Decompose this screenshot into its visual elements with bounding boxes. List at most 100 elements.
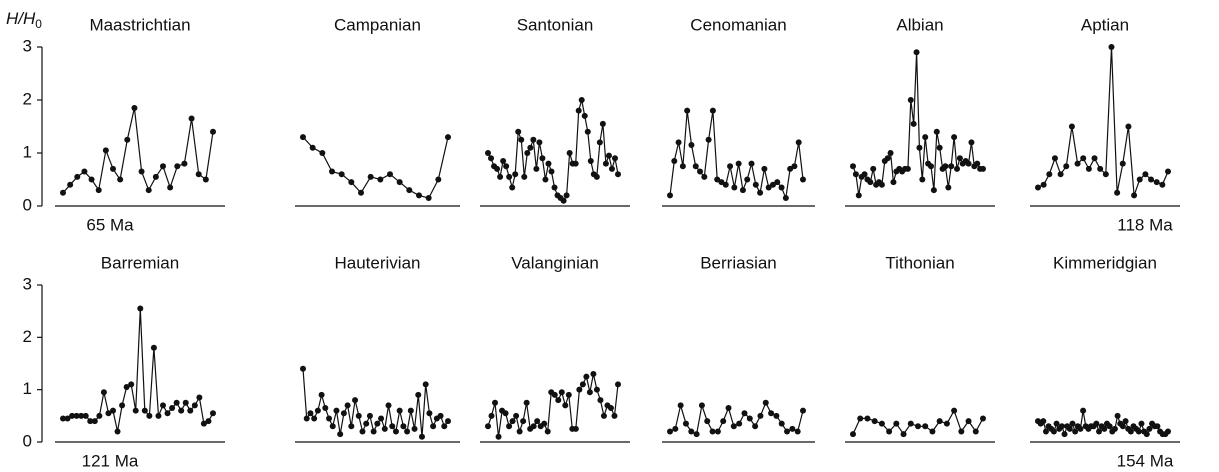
point [300,365,306,372]
point [572,160,579,167]
point [1035,184,1041,191]
point [318,391,325,398]
point [205,418,212,425]
point [974,160,981,167]
point [852,171,859,178]
point [980,165,986,172]
point [778,184,785,191]
point [1136,176,1143,183]
point [527,144,534,151]
panel-title: Kimmeridgian [1053,253,1157,272]
point [497,173,504,180]
point [88,176,95,183]
point [114,428,121,435]
point [542,176,549,183]
point [495,433,502,440]
point [95,187,102,194]
panel-title: Cenomanian [690,15,786,34]
point [352,397,359,404]
point [787,165,794,172]
y-tick-label: 0 [23,431,32,450]
point [64,415,71,422]
point [757,189,764,196]
point [697,168,704,175]
point [69,412,76,419]
y-tick-label: 0 [23,195,32,214]
point [1108,44,1115,50]
point [307,410,314,417]
point [445,134,451,141]
point [1153,179,1160,186]
point [599,120,606,127]
point [60,189,66,196]
point [422,381,429,388]
panel-title: Valanginian [511,253,599,272]
point [91,418,98,425]
point [864,415,871,422]
point [1119,423,1126,430]
point [1106,423,1113,430]
point [1154,423,1161,430]
point [200,420,207,427]
point [494,165,501,172]
point [430,423,437,430]
point [1102,171,1109,178]
point [105,410,112,417]
point [774,179,781,186]
point [727,163,734,170]
point [60,415,66,422]
point [735,160,742,167]
point [714,428,721,435]
point [1165,428,1171,435]
point [210,410,216,417]
point [731,184,738,191]
annotation: 154 Ma [1117,451,1174,470]
point [404,428,411,435]
point [572,425,579,432]
point [195,171,202,178]
point [1159,181,1166,188]
point [503,163,510,170]
point [791,163,798,170]
point [344,402,351,409]
point [562,402,569,409]
point [340,410,347,417]
point [1040,418,1047,425]
point [1077,425,1084,432]
point [956,155,963,162]
point [1063,163,1070,170]
point [181,160,188,167]
point [757,412,764,419]
point [1058,423,1065,430]
point [338,171,345,178]
point [850,431,856,438]
point [600,412,607,419]
point [1125,123,1132,130]
point [578,97,585,103]
panel-title: Aptian [1081,15,1129,34]
point [1143,431,1150,438]
point [1096,428,1103,435]
point [769,181,776,188]
point [355,412,362,419]
point [314,407,321,414]
point [150,344,157,351]
point [954,165,960,172]
point [672,425,679,432]
point [555,397,562,404]
point [1146,425,1153,432]
panel-title: Santonian [517,15,594,34]
point [593,173,600,180]
point [922,134,929,141]
point [1051,155,1058,162]
point [329,168,335,175]
point [980,415,986,422]
point [520,418,527,425]
point [951,407,958,414]
point [871,418,878,425]
point [515,128,522,135]
point [800,407,806,414]
point [488,412,495,419]
point [333,407,340,414]
point [1097,165,1104,172]
